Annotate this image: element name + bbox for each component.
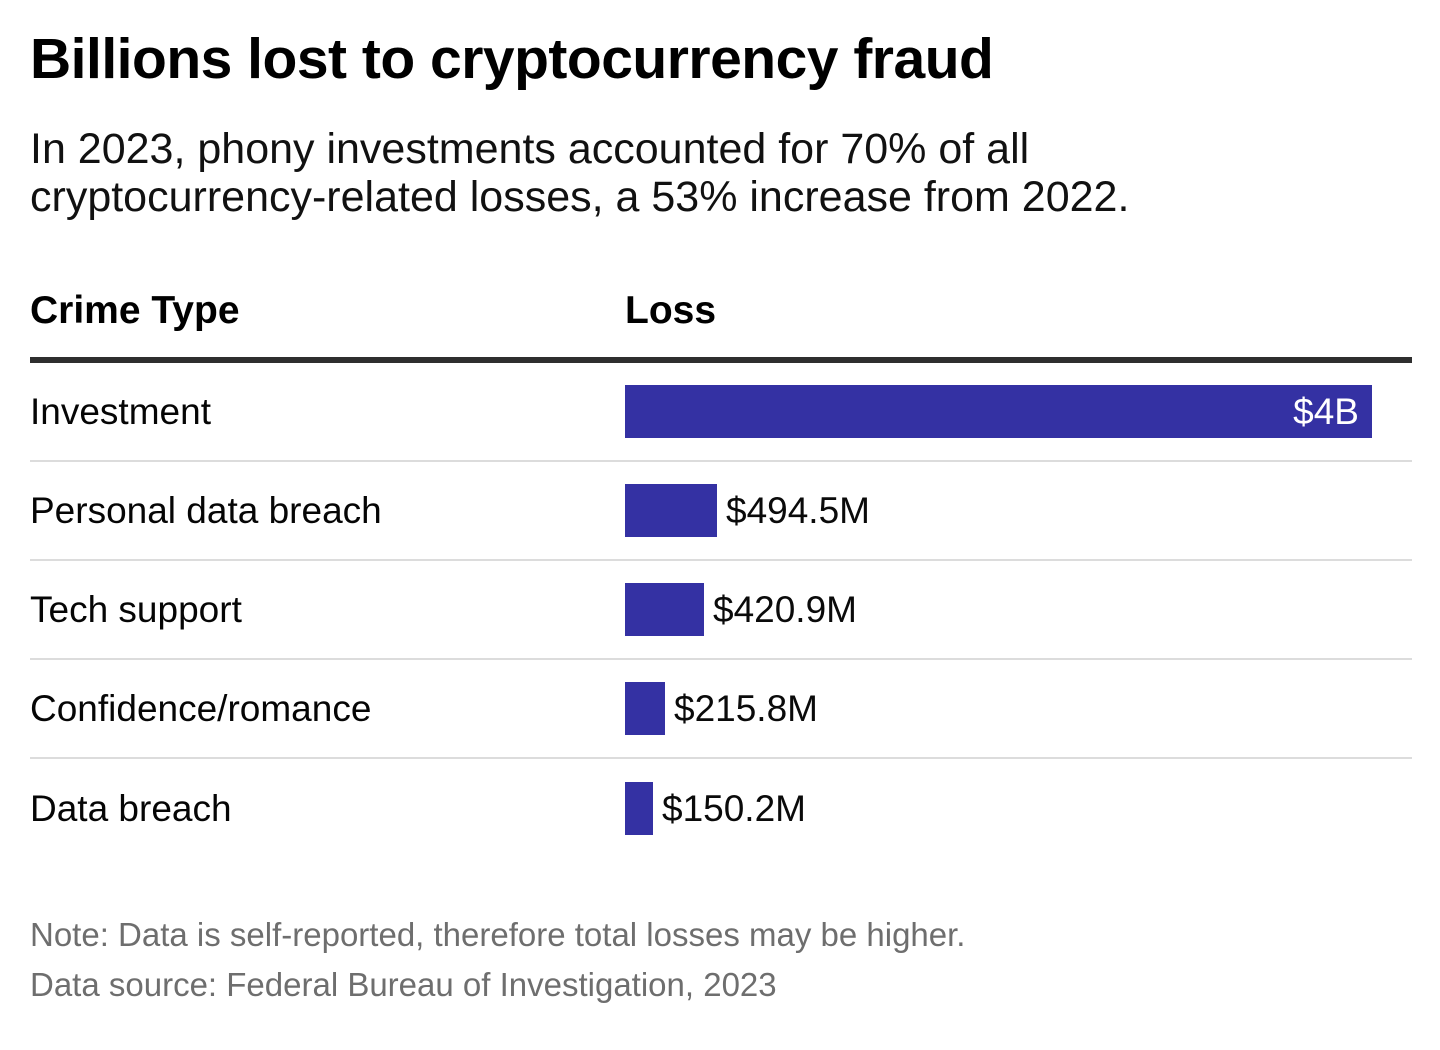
loss-value-label: $215.8M [674, 687, 818, 729]
loss-bar [625, 484, 717, 538]
loss-bar: $4B [625, 385, 1372, 439]
loss-value-label: $4B [1293, 390, 1359, 432]
bar-cell: $150.2M [625, 782, 1412, 836]
column-header-loss: Loss [625, 289, 717, 333]
crime-type-label: Data breach [30, 787, 232, 829]
chart-subtitle: In 2023, phony investments accounted for… [30, 125, 1130, 222]
footer-source: Data source: Federal Bureau of Investiga… [30, 966, 777, 1004]
table-row: Confidence/romance $215.8M [30, 660, 1412, 760]
table-row: Data breach $150.2M [30, 759, 1412, 858]
table-row: Tech support $420.9M [30, 561, 1412, 661]
table-row: Personal data breach $494.5M [30, 462, 1412, 562]
crime-type-label: Personal data breach [30, 489, 382, 531]
chart-container: Billions lost to cryptocurrency fraud In… [0, 26, 1440, 1010]
bar-cell: $420.9M [625, 583, 1412, 637]
table-header-row: Crime Type Loss [30, 289, 1412, 357]
footer-note: Note: Data is self-reported, therefore t… [30, 916, 966, 954]
bar-cell: $494.5M [625, 484, 1412, 538]
table-row: Investment $4B [30, 363, 1412, 463]
column-header-crime-type: Crime Type [30, 289, 240, 333]
loss-bar [625, 583, 704, 637]
crime-type-label: Investment [30, 390, 211, 432]
chart-title: Billions lost to cryptocurrency fraud [30, 27, 994, 91]
loss-bar [625, 682, 665, 736]
bar-table: Investment $4B Personal data breach $494… [30, 357, 1412, 858]
loss-value-label: $420.9M [713, 588, 857, 630]
loss-value-label: $494.5M [726, 489, 870, 531]
bar-cell: $4B [625, 385, 1412, 439]
crime-type-label: Tech support [30, 588, 242, 630]
loss-value-label: $150.2M [662, 787, 806, 829]
loss-bar [625, 782, 653, 836]
bar-cell: $215.8M [625, 682, 1412, 736]
chart-footer: Note: Data is self-reported, therefore t… [30, 910, 1412, 1010]
crime-type-label: Confidence/romance [30, 687, 372, 729]
